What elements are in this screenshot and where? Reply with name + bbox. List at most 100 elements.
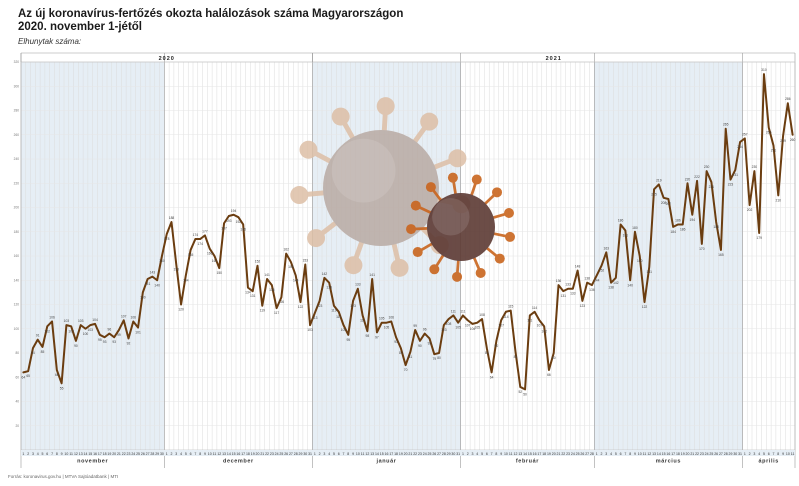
data-label: 103 xyxy=(341,328,347,332)
data-label: 108 xyxy=(446,322,452,326)
data-label: 165 xyxy=(718,253,724,257)
x-tick-label: 27 xyxy=(585,452,589,456)
data-label: 153 xyxy=(174,267,180,271)
x-tick-label: 4 xyxy=(180,452,182,456)
data-label: 207 xyxy=(666,202,672,206)
x-tick-label: 6 xyxy=(190,452,192,456)
x-tick-label: 4 xyxy=(610,452,612,456)
x-tick-label: 12 xyxy=(647,452,651,456)
data-label: 131 xyxy=(561,294,567,298)
x-tick-label: 13 xyxy=(222,452,226,456)
data-label: 259 xyxy=(780,139,786,143)
data-label: 133 xyxy=(565,283,571,287)
x-tick-label: 16 xyxy=(93,452,97,456)
x-tick-label: 24 xyxy=(571,452,575,456)
data-label: 134 xyxy=(245,291,251,295)
data-label: 93 xyxy=(112,340,116,344)
data-label: 186 xyxy=(675,218,681,222)
data-label: 111 xyxy=(360,318,365,322)
data-label: 64 xyxy=(22,375,26,379)
x-tick-label: 7 xyxy=(624,452,626,456)
x-tick-label: 2 xyxy=(601,452,603,456)
data-label: 140 xyxy=(627,283,633,287)
data-label: 106 xyxy=(49,315,55,319)
x-tick-label: 11 xyxy=(791,452,795,456)
data-label: 160 xyxy=(159,259,165,263)
x-tick-label: 27 xyxy=(719,452,723,456)
data-label: 84 xyxy=(399,351,403,355)
y-tick-label: 140 xyxy=(14,278,20,282)
x-tick-label: 27 xyxy=(289,452,293,456)
x-tick-label: 14 xyxy=(227,452,231,456)
y-tick-label: 180 xyxy=(14,230,20,234)
series-line xyxy=(22,73,794,391)
x-tick-label: 12 xyxy=(74,452,78,456)
data-label: 230 xyxy=(752,165,758,169)
x-tick-label: 7 xyxy=(773,452,775,456)
data-label: 148 xyxy=(575,265,581,269)
data-label: 142 xyxy=(322,272,328,276)
x-tick-label: 10 xyxy=(356,452,360,456)
x-tick-label: 21 xyxy=(260,452,264,456)
data-label: 179 xyxy=(756,236,762,240)
x-tick-label: 18 xyxy=(676,452,680,456)
x-tick-label: 4 xyxy=(758,452,760,456)
data-label: 194 xyxy=(690,218,696,222)
data-label: 91 xyxy=(36,334,40,338)
x-tick-label: 19 xyxy=(251,452,255,456)
x-tick-label: 9 xyxy=(204,452,206,456)
data-label: 81 xyxy=(409,355,413,359)
x-tick-label: 9 xyxy=(634,452,636,456)
data-label: 80 xyxy=(437,356,441,360)
data-label: 107 xyxy=(537,323,543,327)
data-label: 144 xyxy=(183,278,189,282)
data-label: 107 xyxy=(121,314,127,318)
data-label: 84 xyxy=(31,351,35,355)
data-label: 136 xyxy=(589,288,595,292)
x-tick-label: 28 xyxy=(442,452,446,456)
data-label: 111 xyxy=(451,309,456,313)
data-label: 119 xyxy=(260,309,265,313)
x-tick-label: 20 xyxy=(256,452,260,456)
y-tick-label: 80 xyxy=(15,351,19,355)
data-label: 95 xyxy=(346,338,350,342)
data-label: 97 xyxy=(375,335,379,339)
data-label: 81 xyxy=(514,355,518,359)
x-tick-label: 27 xyxy=(146,452,150,456)
data-label: 107 xyxy=(498,323,504,327)
x-tick-label: 3 xyxy=(472,452,474,456)
x-tick-label: 15 xyxy=(88,452,92,456)
virus-small-icon xyxy=(406,172,516,282)
data-label: 265 xyxy=(723,123,729,127)
x-tick-label: 13 xyxy=(518,452,522,456)
data-label: 152 xyxy=(599,269,605,273)
data-label: 310 xyxy=(761,68,767,72)
x-tick-label: 6 xyxy=(338,452,340,456)
data-label: 50 xyxy=(523,392,527,396)
x-tick-label: 12 xyxy=(514,452,518,456)
virus-illustration xyxy=(290,97,516,282)
data-label: 122 xyxy=(642,305,648,309)
x-tick-label: 20 xyxy=(112,452,116,456)
x-tick-label: 11 xyxy=(213,452,217,456)
x-tick-label: 17 xyxy=(671,452,675,456)
month-label-1: december xyxy=(223,459,254,465)
data-label: 193 xyxy=(226,219,232,223)
data-label: 120 xyxy=(178,308,184,312)
data-label: 155 xyxy=(288,265,294,269)
y-tick-labels: 20 40 60 80 100 120 140 160 180 200 220 240 260 280 30… xyxy=(14,60,20,428)
data-label: 151 xyxy=(647,270,653,274)
x-tick-label: 10 xyxy=(208,452,212,456)
data-label: 194 xyxy=(231,209,237,213)
data-label: 99 xyxy=(413,324,417,328)
year-label-2021: 2021 xyxy=(546,56,562,62)
x-tick-label: 11 xyxy=(361,452,365,456)
x-tick-label: 21 xyxy=(690,452,694,456)
data-label: 141 xyxy=(369,273,375,277)
data-label: 184 xyxy=(670,230,676,234)
data-label: 93 xyxy=(103,340,107,344)
data-label: 65 xyxy=(26,374,30,378)
source-footer: Forrás: koronavirus.gov.hu | MTVA Sajtóa… xyxy=(8,474,119,479)
data-label: 104 xyxy=(92,318,98,322)
data-label: 90 xyxy=(74,344,78,348)
